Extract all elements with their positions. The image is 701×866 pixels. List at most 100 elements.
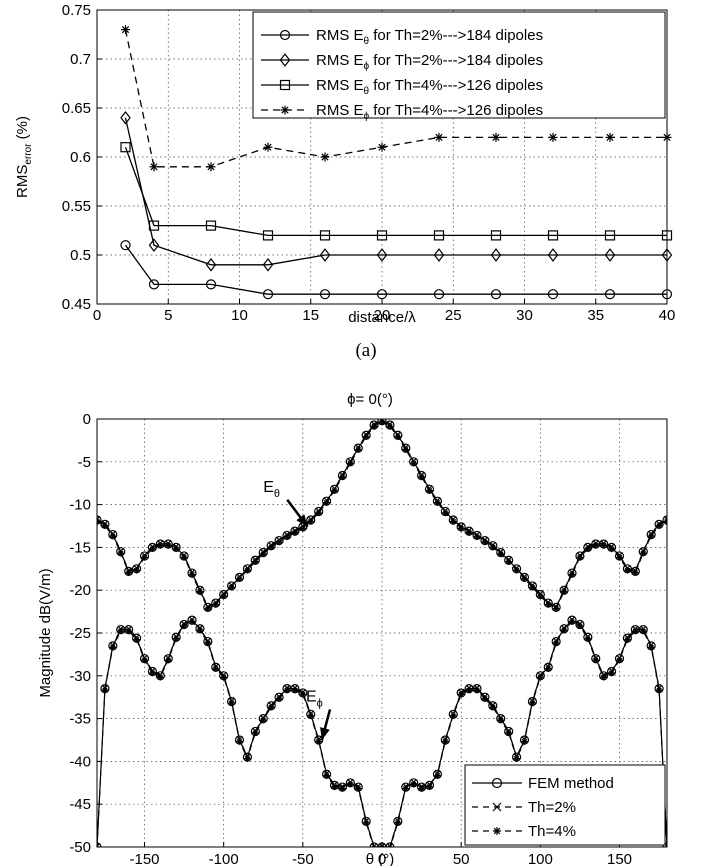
data-point-marker: [377, 142, 387, 152]
chart-a-y-axis-label-main: RMS: [14, 165, 31, 198]
e-theta-th4-marker: [133, 567, 140, 574]
e-phi-th2-marker: [97, 843, 101, 847]
chart-a-series-group: [120, 25, 673, 300]
data-point-marker: [149, 162, 159, 172]
e-phi-th4-marker: [331, 783, 338, 791]
e-phi-th4-marker: [212, 665, 219, 672]
data-point-marker: [319, 230, 331, 241]
data-point-marker: [490, 230, 502, 241]
x-tick-label: 25: [445, 307, 462, 324]
legend-marker: [280, 105, 290, 115]
y-tick-label: 0.7: [70, 51, 91, 68]
x-tick-label: 40: [659, 307, 676, 324]
y-tick-label: 0: [83, 411, 91, 428]
data-point-marker: [433, 248, 445, 262]
y-tick-label: 0.65: [62, 100, 91, 117]
data-point-marker: [206, 162, 216, 172]
e-phi-fem-marker: [369, 842, 379, 847]
y-tick-label: 0.6: [70, 149, 91, 166]
x-tick-label: 100: [528, 851, 553, 866]
e-theta-th4-marker: [172, 545, 180, 553]
e-phi-th4-marker: [172, 635, 180, 642]
e-theta-th4-marker: [537, 592, 544, 600]
e-theta-th4-marker: [497, 550, 504, 558]
e-theta-th4-marker: [109, 532, 117, 540]
e-theta-th4-marker: [442, 509, 449, 517]
e-phi-th4-marker: [236, 738, 243, 745]
e-phi-th4-marker: [299, 691, 307, 698]
e-phi-th4-marker: [616, 656, 623, 664]
y-tick-label: 0.75: [62, 2, 91, 19]
x-tick-label: 15: [302, 307, 319, 324]
e-phi-th4-marker: [283, 686, 291, 694]
data-point-marker: [547, 289, 559, 300]
e-theta-th4-marker: [568, 571, 576, 578]
y-tick-label: -20: [69, 582, 91, 599]
x-tick-label: -150: [129, 851, 159, 866]
e-phi-th4-marker: [442, 738, 449, 745]
e-theta-th4-marker: [299, 525, 307, 532]
y-tick-label: -25: [69, 625, 91, 642]
e-theta-th4-marker: [647, 532, 655, 540]
e-phi-th4-marker: [600, 674, 607, 681]
e-theta-th4-marker: [362, 433, 370, 440]
data-point-marker: [263, 142, 273, 152]
data-point-marker: [120, 142, 131, 153]
e-theta-th4-marker: [521, 575, 528, 583]
data-point-marker: [547, 230, 559, 241]
legend-entry: RMS Eϕ for Th=4%--->126 dipoles: [316, 102, 543, 122]
e-theta-th4-marker: [157, 542, 164, 549]
e-phi-th4-marker: [489, 704, 497, 711]
e-phi-th4-marker: [323, 772, 330, 779]
data-point-marker: [320, 152, 330, 162]
legend-entry: Th=4%: [528, 823, 576, 840]
e-phi-th4-marker: [402, 785, 409, 792]
e-phi-th4-marker: [632, 627, 639, 635]
y-tick-label: -50: [69, 839, 91, 856]
annotation-label: Eθ: [263, 479, 280, 500]
e-theta-th4-marker: [196, 588, 204, 595]
e-theta-th4-marker: [394, 433, 402, 440]
e-theta-th4-marker: [663, 518, 667, 525]
e-theta-th4-marker: [465, 529, 473, 536]
y-tick-label: -45: [69, 796, 91, 813]
data-point-marker: [604, 248, 616, 262]
e-theta-th4-marker: [331, 487, 338, 494]
e-phi-th4-marker: [339, 785, 346, 792]
e-theta-th4-marker: [212, 601, 219, 608]
e-phi-th4-marker: [497, 716, 504, 724]
e-theta-th4-marker: [291, 529, 299, 536]
chart-b-x-axis-label: θ (°): [366, 851, 395, 866]
e-theta-th4-marker: [608, 545, 615, 553]
data-point-marker: [148, 220, 160, 231]
e-phi-th4-marker: [576, 622, 584, 630]
e-phi-th4-marker: [394, 819, 402, 827]
e-phi-th4-marker: [355, 785, 362, 792]
chart-b-annotations: Eθ Eϕ: [263, 479, 332, 741]
e-phi-th4-marker: [450, 712, 457, 720]
y-tick-label: -15: [69, 539, 91, 556]
e-phi-th4-marker: [307, 712, 314, 720]
data-point-marker: [491, 132, 501, 142]
y-tick-label: 0.55: [62, 198, 91, 215]
e-theta-th4-marker: [347, 460, 354, 467]
e-phi-th4-marker: [180, 622, 188, 630]
e-phi-th4-marker: [545, 665, 552, 672]
e-phi-th4-marker: [655, 686, 663, 694]
data-point-marker: [148, 238, 160, 253]
legend-marker: [493, 827, 501, 835]
data-point-marker: [376, 289, 388, 300]
e-phi-th4-marker: [157, 674, 164, 681]
e-theta-th4-marker: [165, 542, 172, 549]
e-phi-th4-marker: [552, 639, 560, 647]
e-phi-th4-marker: [481, 695, 489, 702]
e-theta-th4-marker: [450, 518, 457, 525]
e-phi-fem-marker: [385, 842, 395, 847]
e-phi-th4-marker: [521, 738, 528, 745]
e-phi-th4-marker: [291, 686, 299, 694]
e-theta-th4-marker: [228, 584, 235, 591]
e-theta-th4-marker: [244, 567, 251, 574]
x-tick-label: 150: [607, 851, 632, 866]
data-point-marker: [205, 257, 217, 272]
